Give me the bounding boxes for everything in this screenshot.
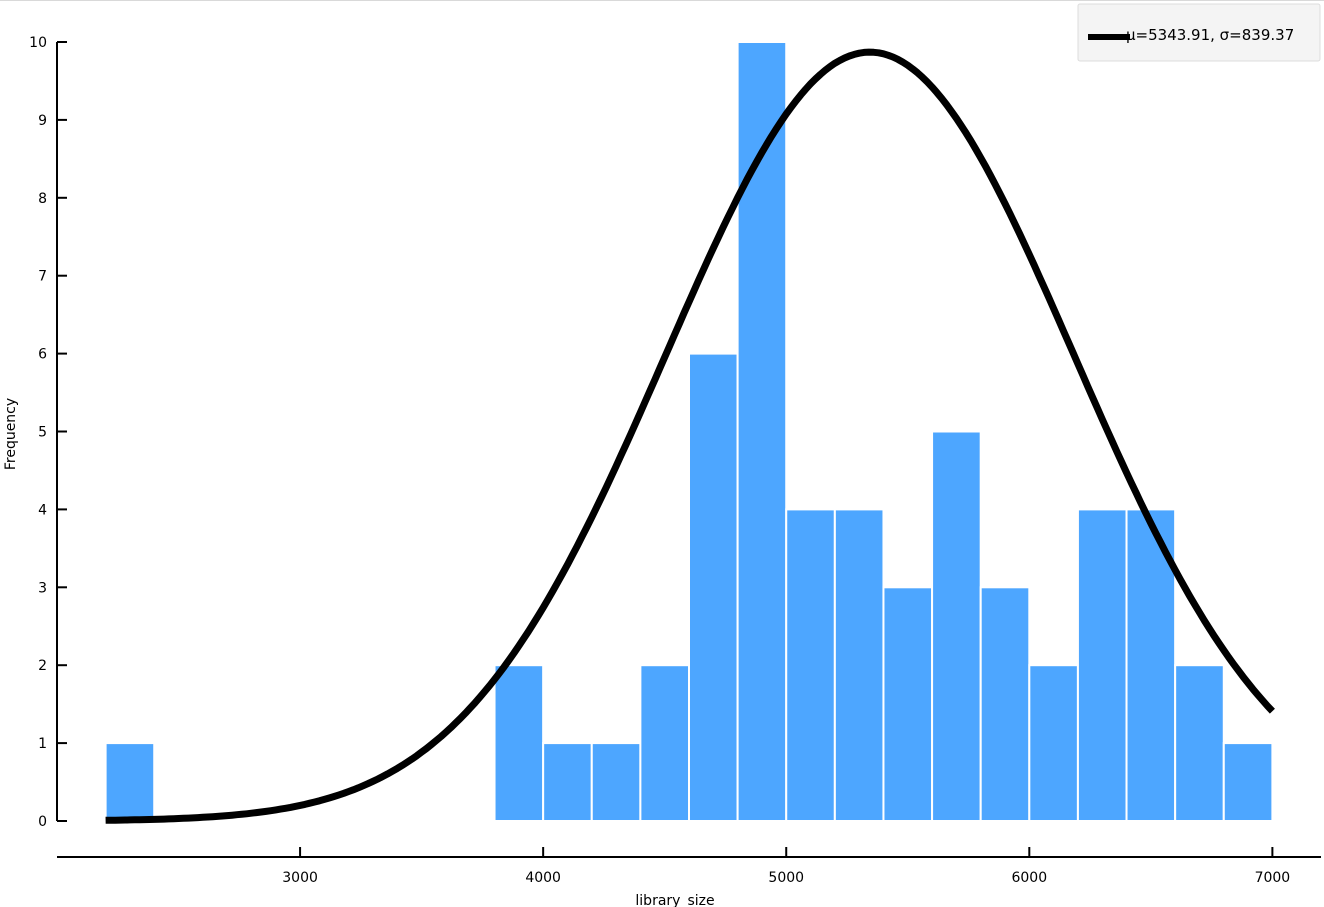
axes-layer: 0 1 2 3 4 5 6 7 8 9 10 3000 4000 5000 6000 7000 xyxy=(29,35,1321,886)
histogram-bar-3 xyxy=(590,742,642,822)
histogram-bar-7 xyxy=(785,508,836,822)
legend-label: μ=5343.91, σ=839.37 xyxy=(1126,26,1294,44)
x-axis-title: library_size xyxy=(635,893,714,907)
y-tick-label: 8 xyxy=(38,191,47,207)
y-tick-label: 7 xyxy=(38,269,47,285)
x-tick-label: 3000 xyxy=(282,870,318,886)
histogram-bar-11 xyxy=(979,586,1031,822)
histogram-bar-12 xyxy=(1028,664,1079,823)
normal-fit-curve xyxy=(105,48,1275,824)
x-tick-label: 5000 xyxy=(768,870,804,886)
y-tick-label: 2 xyxy=(38,658,47,674)
legend: μ=5343.91, σ=839.37 xyxy=(1077,3,1321,62)
x-tick-label: 7000 xyxy=(1255,870,1291,886)
x-tick-label: 4000 xyxy=(525,870,561,886)
histogram-bar-2 xyxy=(542,742,593,822)
y-tick-label: 10 xyxy=(29,35,47,51)
legend-box xyxy=(1077,3,1321,62)
y-tick-label: 9 xyxy=(38,113,47,129)
y-tick-label: 3 xyxy=(38,580,47,596)
histogram-bar-0 xyxy=(104,742,156,822)
x-tick-label: 6000 xyxy=(1011,870,1047,886)
y-tick-label: 0 xyxy=(38,814,47,830)
histogram-bar-1 xyxy=(493,664,545,823)
histogram-bar-6 xyxy=(736,41,788,822)
bars-layer xyxy=(104,41,1274,823)
y-axis-title: Frequency xyxy=(3,398,19,470)
histogram-bar-8 xyxy=(833,508,885,822)
histogram-bar-9 xyxy=(882,586,934,822)
y-tick-label: 4 xyxy=(38,502,47,518)
histogram-bar-16 xyxy=(1222,742,1274,822)
histogram-bar-15 xyxy=(1174,664,1225,823)
curve-layer xyxy=(105,48,1275,824)
histogram-bar-5 xyxy=(688,352,739,822)
histogram-bar-4 xyxy=(639,664,691,823)
y-tick-label: 6 xyxy=(38,347,47,363)
histogram-bar-13 xyxy=(1076,508,1128,822)
histogram-bar-10 xyxy=(931,430,982,822)
y-tick-label: 1 xyxy=(38,736,47,752)
y-tick-label: 5 xyxy=(38,425,47,441)
